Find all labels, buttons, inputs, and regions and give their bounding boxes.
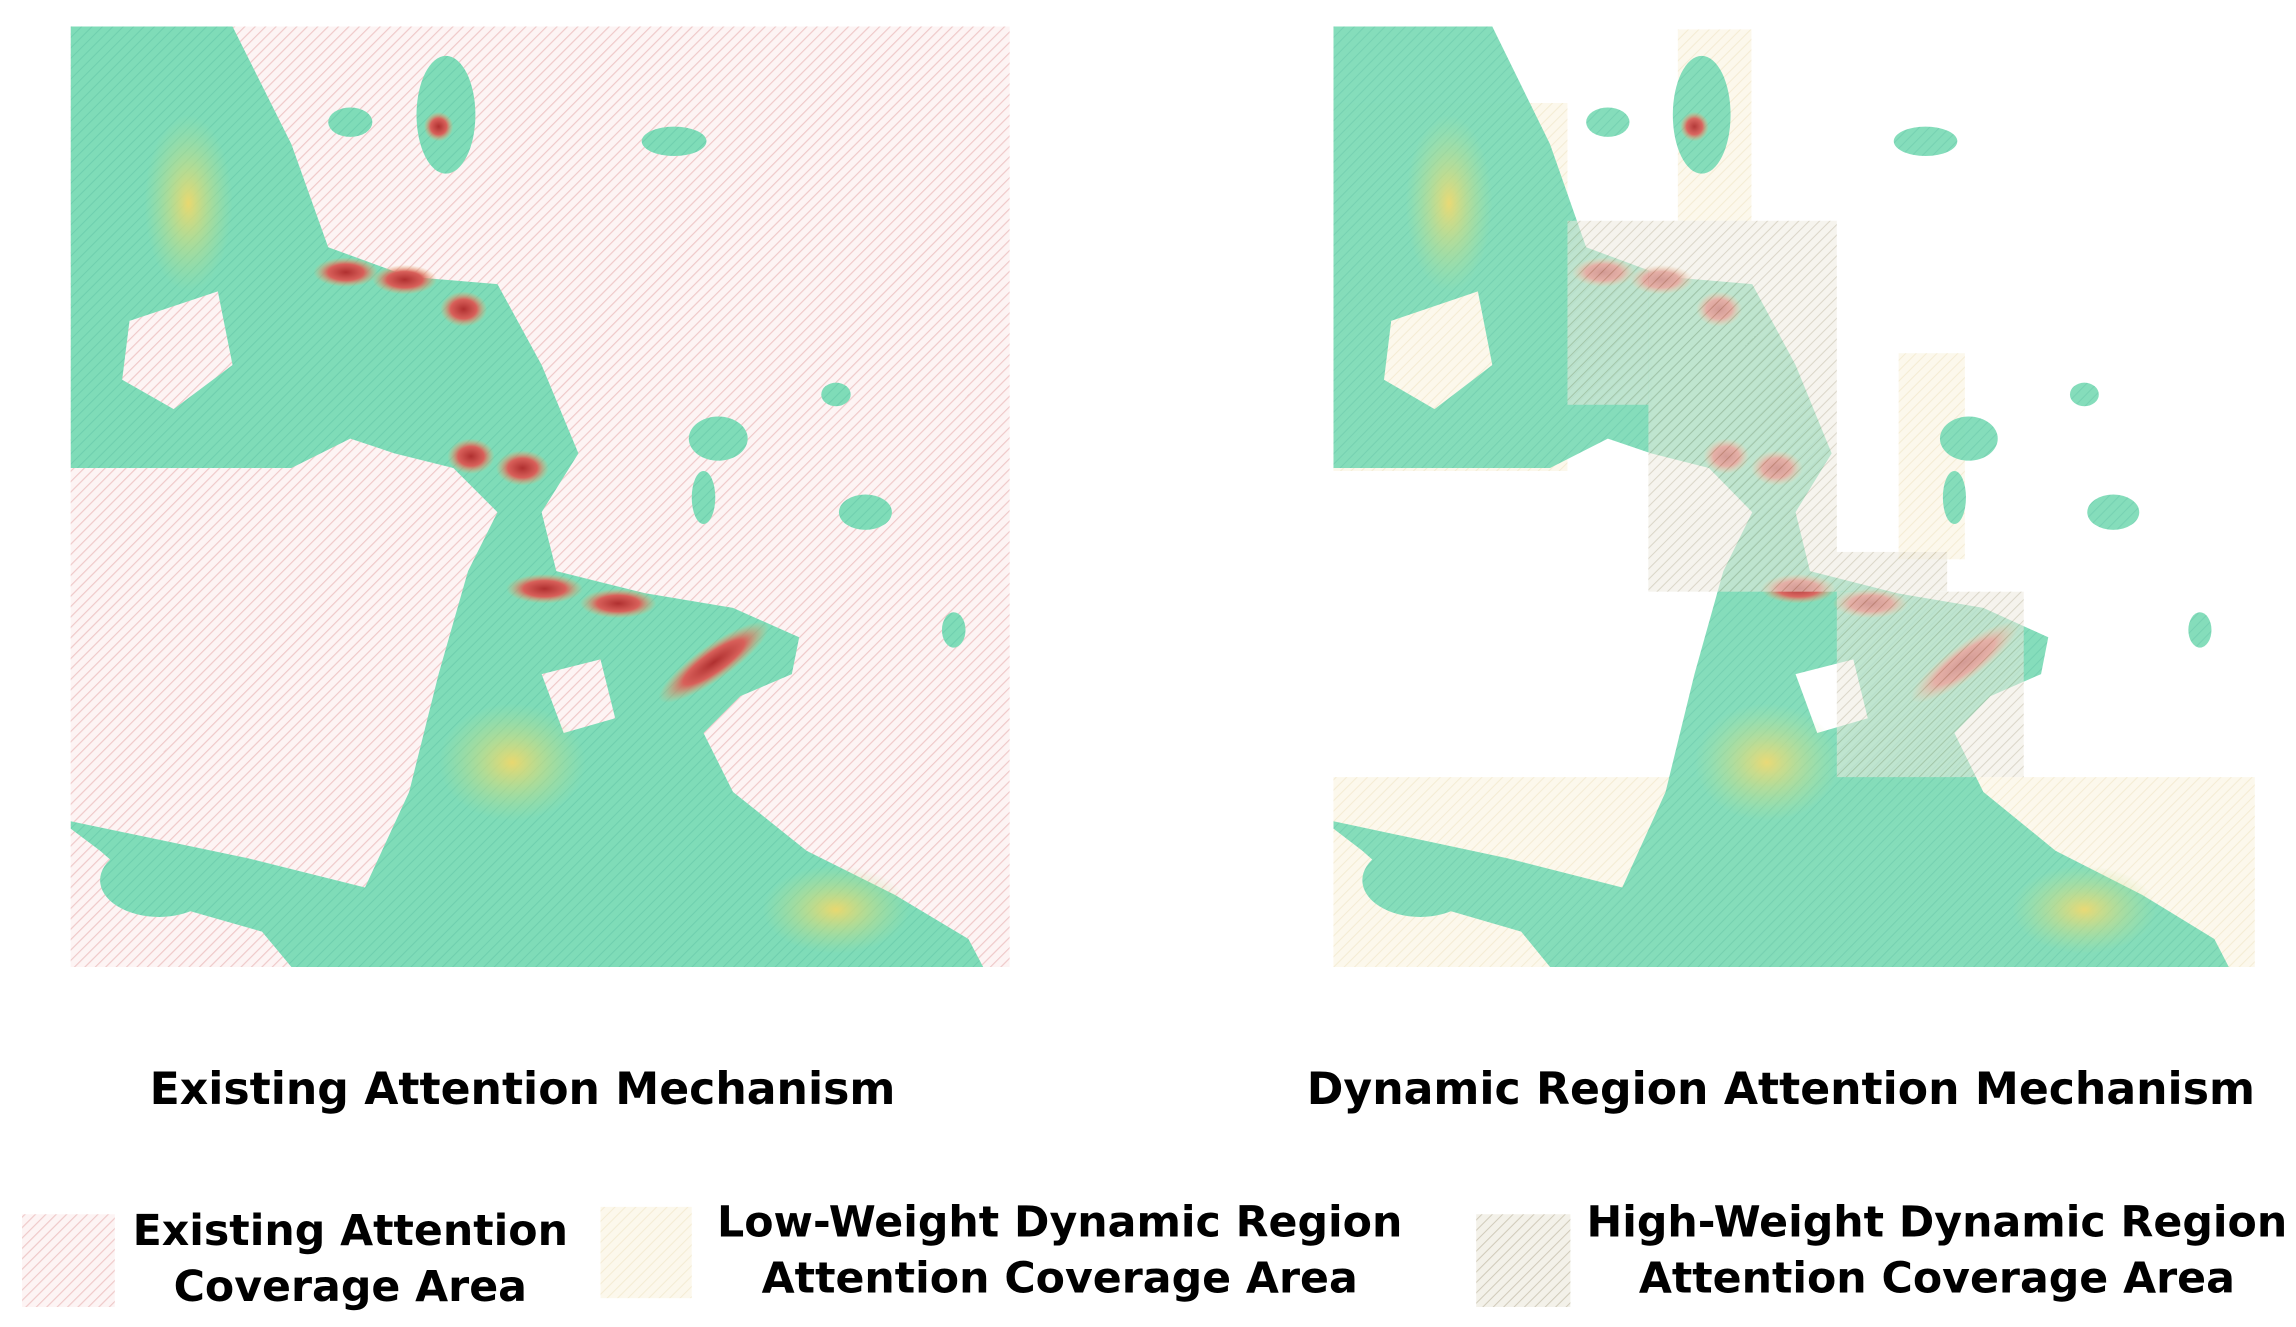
existing-attention-map (70, 26, 1010, 967)
legend-label: High-Weight Dynamic Region (1587, 1197, 2288, 1247)
panel-title: Existing Attention Mechanism (150, 1064, 896, 1115)
legend-label: Attention Coverage Area (762, 1253, 1358, 1303)
panel-title: Dynamic Region Attention Mechanism (1307, 1064, 2255, 1115)
legend-swatch (22, 1214, 115, 1307)
legend-swatch (600, 1206, 692, 1299)
legend-swatch (1476, 1214, 1571, 1307)
legend-label: Coverage Area (174, 1262, 527, 1312)
dynamic-region-attention-map (1333, 26, 2255, 967)
legend-label: Attention Coverage Area (1639, 1253, 2235, 1303)
legend-label: Low-Weight Dynamic Region (717, 1197, 1402, 1247)
legend-label: Existing Attention (133, 1206, 568, 1256)
